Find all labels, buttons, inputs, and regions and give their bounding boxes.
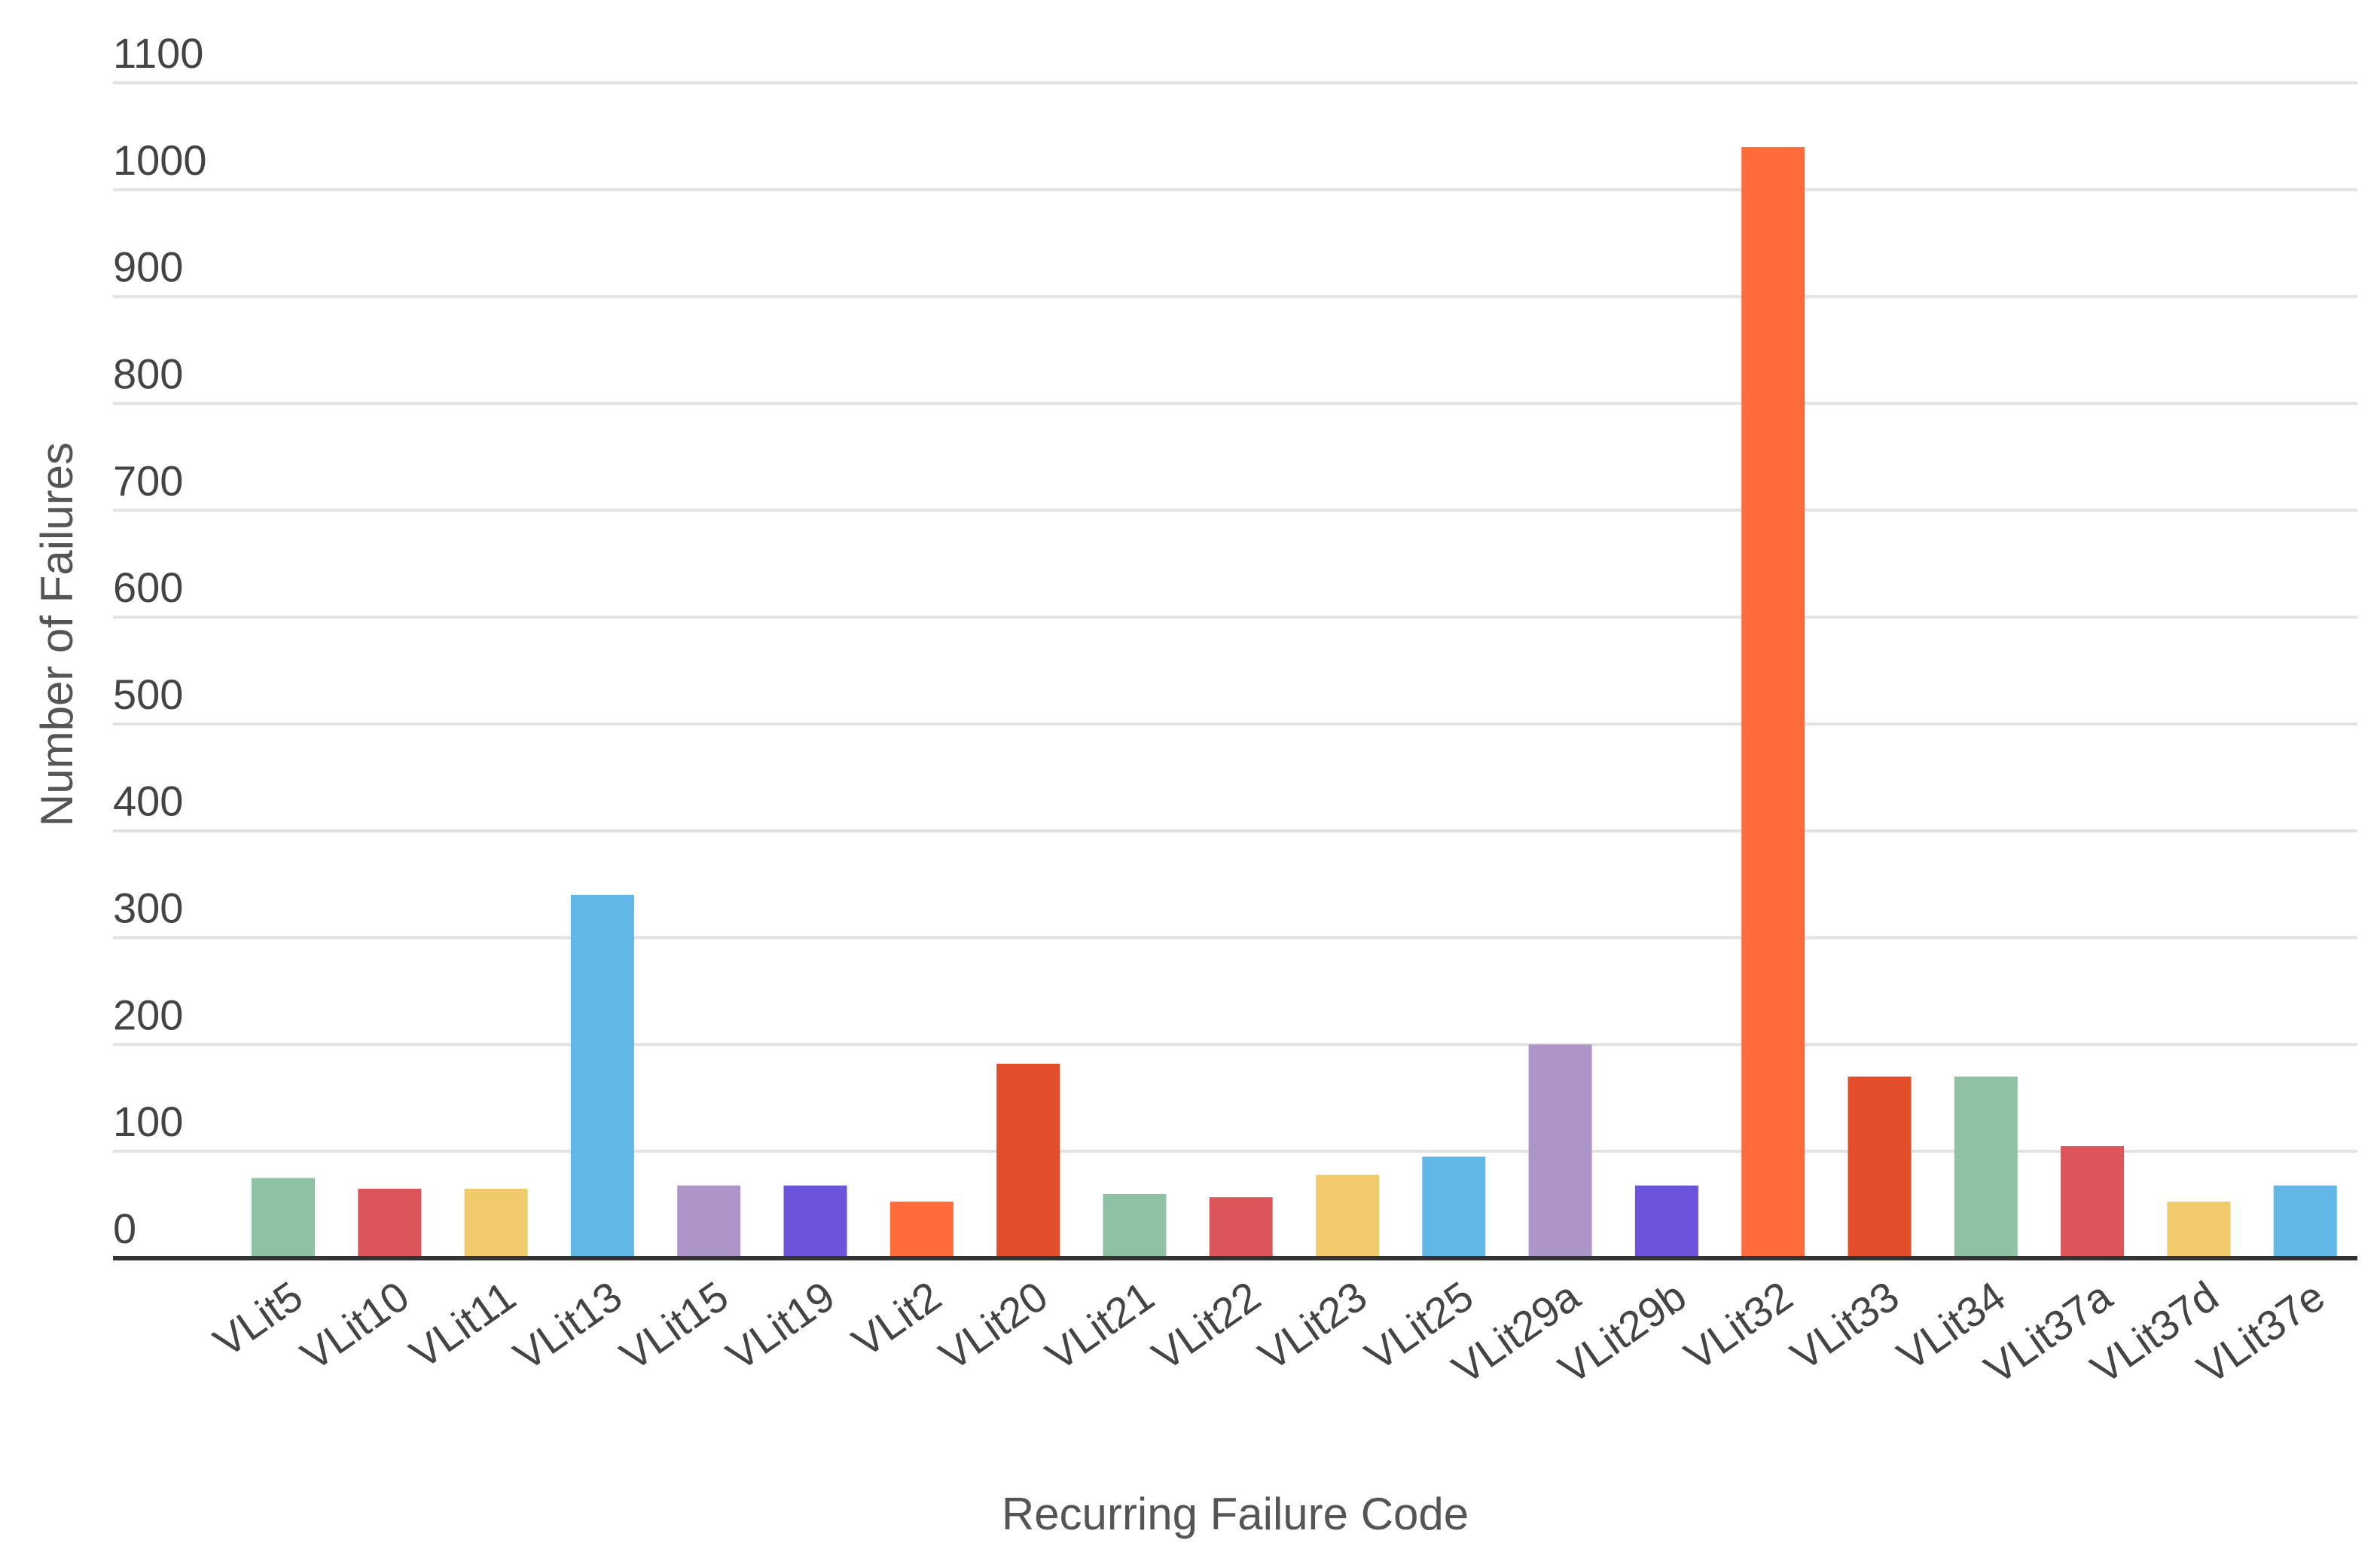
bar-vlit15 — [677, 1185, 741, 1258]
bar-vlit19 — [783, 1185, 847, 1258]
bar-vlit2 — [889, 1201, 954, 1258]
bar-vlit5 — [252, 1178, 315, 1258]
x-tick-label: VLit23 — [1250, 1272, 1375, 1379]
bar-vlit10 — [358, 1188, 422, 1258]
y-tick-label: 0 — [113, 1205, 136, 1252]
x-tick-label: VLit19 — [718, 1272, 843, 1379]
bar-vlit32 — [1741, 147, 1805, 1258]
x-tick-label: VLit21 — [1037, 1272, 1162, 1379]
bar-vlit11 — [464, 1188, 528, 1258]
y-tick-label: 400 — [113, 778, 183, 825]
y-axis-title: Number of Failures — [32, 442, 82, 826]
y-tick-label: 500 — [113, 671, 183, 718]
bar-vlit21 — [1103, 1193, 1167, 1258]
bar-vlit23 — [1316, 1175, 1379, 1258]
y-tick-label: 300 — [113, 884, 183, 932]
x-tick-label: VLit15 — [612, 1272, 737, 1379]
bar-vlit13 — [570, 894, 634, 1258]
y-tick-label: 700 — [113, 457, 183, 504]
y-tick-label: 100 — [113, 1098, 183, 1145]
bar-vlit22 — [1209, 1197, 1273, 1258]
bar-vlit29b — [1634, 1185, 1698, 1258]
x-tick-label: VLit13 — [505, 1272, 630, 1379]
x-tick-label: VLit5 — [205, 1272, 311, 1366]
bar-vlit37e — [2273, 1185, 2337, 1258]
bar-vlit20 — [996, 1063, 1060, 1258]
x-tick-label: VLit11 — [401, 1272, 524, 1377]
y-tick-label: 800 — [113, 350, 183, 397]
bar-vlit33 — [1848, 1076, 1912, 1258]
x-tick-label: VLit33 — [1782, 1272, 1907, 1379]
bar-vlit37a — [2061, 1146, 2125, 1258]
x-tick-label: VLit10 — [292, 1272, 417, 1379]
gridlines — [113, 81, 2357, 1153]
bar-vlit37d — [2167, 1201, 2231, 1258]
bar-vlit34 — [1954, 1076, 2018, 1258]
y-axis-ticks: 0 100 200 300 400 500 600 700 800 900 1000 1100 — [113, 29, 207, 1252]
y-tick-label: 1100 — [113, 29, 203, 77]
x-tick-label: VLit22 — [1143, 1272, 1268, 1379]
y-tick-label: 200 — [113, 991, 183, 1038]
y-tick-label: 900 — [113, 243, 183, 291]
bars — [252, 147, 2337, 1258]
x-tick-label: VLit2 — [844, 1272, 950, 1366]
y-tick-label: 600 — [113, 564, 183, 611]
x-tick-label: VLit20 — [931, 1272, 1056, 1379]
y-tick-label: 1000 — [113, 136, 207, 184]
bar-vlit29a — [1528, 1044, 1592, 1258]
x-tick-label: VLit32 — [1676, 1272, 1801, 1379]
x-axis-title: Recurring Failure Code — [1002, 1489, 1469, 1539]
bar-vlit25 — [1422, 1156, 1486, 1258]
